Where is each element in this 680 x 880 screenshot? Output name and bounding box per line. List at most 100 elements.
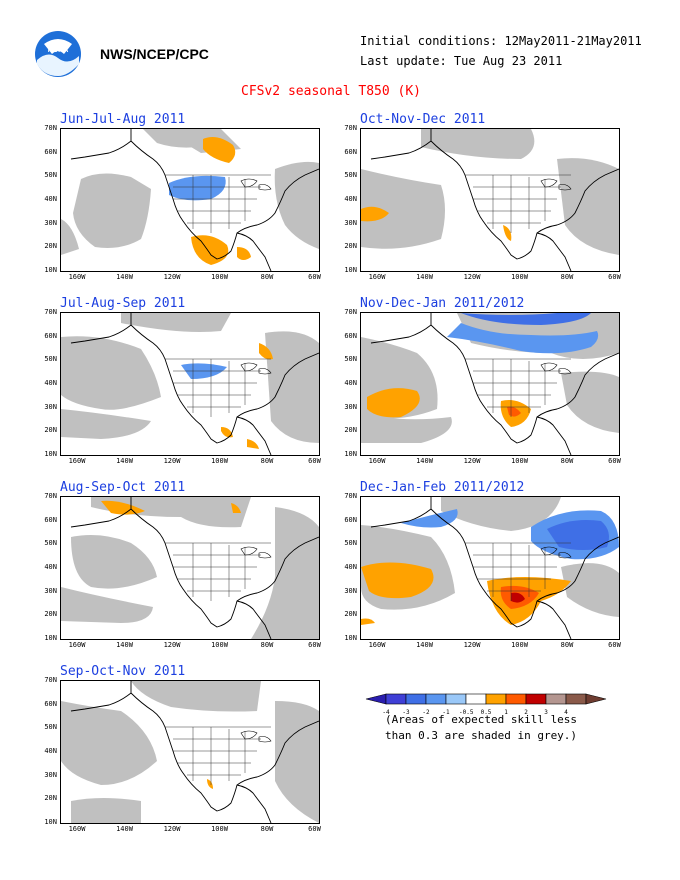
lat-tick-label: 40N [44, 195, 57, 203]
legend-swatch-6 [485, 693, 507, 705]
map-panel-jja [60, 128, 320, 272]
lat-tick-label: 70N [44, 676, 57, 684]
lat-tick-label: 60N [44, 515, 57, 524]
legend-tick-label: 2 [524, 709, 528, 716]
legend-swatch-1 [385, 693, 407, 705]
lat-tick-label: 30N [44, 586, 57, 595]
legend-note-line1: (Areas of expected skill less [385, 713, 578, 726]
lon-tick-label: 160W [68, 641, 86, 649]
legend-swatch-9 [545, 693, 567, 705]
legend-tick-label: -1 [442, 709, 450, 716]
legend-swatch-3 [425, 693, 447, 705]
map-panel-son [60, 680, 320, 824]
lat-tick-label: 60N [44, 331, 57, 340]
state-boundaries [165, 726, 271, 785]
lon-tick-label: 140W [416, 273, 433, 281]
legend-colorbar [365, 693, 607, 705]
low-skill-mask-0 [61, 701, 157, 785]
lon-tick-label: 100W [211, 273, 228, 281]
low-skill-mask-1 [421, 129, 535, 159]
legend-swatch-7 [505, 693, 527, 705]
lat-tick-label: 30N [44, 402, 57, 411]
map-panel-ndj [360, 312, 620, 456]
noaa-logo: NOAA [34, 30, 82, 78]
panel-title-jas: Jul-Aug-Sep 2011 [60, 296, 186, 311]
lat-tick-label: 60N [44, 699, 57, 708]
lon-tick-label: 100W [211, 825, 228, 833]
coastline [370, 129, 619, 271]
lon-tick-label: 80W [260, 825, 274, 833]
lat-tick-label: 40N [344, 379, 357, 387]
map-panel-ond [360, 128, 620, 272]
lat-tick-label: 20N [44, 794, 57, 803]
state-boundaries [465, 358, 571, 417]
panel-title-ndj: Nov-Dec-Jan 2011/2012 [360, 296, 525, 311]
state-boundaries [165, 358, 271, 417]
last-update: Last update: Tue Aug 23 2011 [360, 54, 563, 68]
map-panel-aso [60, 496, 320, 640]
lon-tick-label: 100W [511, 641, 528, 649]
lon-tick-label: 160W [68, 457, 86, 465]
lat-tick-label: 50N [344, 539, 357, 548]
warm-anomaly-7 [191, 235, 229, 265]
lat-tick-label: 40N [44, 379, 57, 387]
lon-tick-label: 100W [211, 457, 228, 465]
lat-tick-label: 10N [344, 266, 357, 274]
map-svg-son [61, 681, 319, 823]
great-lakes [240, 546, 272, 559]
lon-tick-label: 100W [511, 457, 528, 465]
lat-tick-label: 20N [344, 610, 357, 619]
warm-anomaly-6 [361, 562, 434, 599]
lon-tick-label: 100W [511, 273, 528, 281]
legend-tick-label: 4 [564, 709, 568, 716]
initial-conditions: Initial conditions: 12May2011-21May2011 [360, 34, 642, 48]
lon-tick-label: 140W [116, 825, 133, 833]
legend-swatch-4 [445, 693, 467, 705]
lon-tick-label: 120W [463, 641, 481, 649]
lat-tick-label: 60N [344, 515, 357, 524]
lon-tick-label: 60W [308, 457, 321, 465]
lat-tick-label: 30N [344, 586, 357, 595]
low-skill-mask-1 [61, 219, 79, 255]
great-lakes [540, 362, 572, 375]
legend-tick-label: -2 [422, 709, 430, 716]
lon-tick-label: 160W [368, 273, 386, 281]
lon-tick-label: 140W [416, 457, 433, 465]
warm-anomaly-8 [237, 247, 251, 260]
legend-tick-label: -3 [402, 709, 410, 716]
agency-label: NWS/NCEP/CPC [100, 46, 209, 62]
lon-tick-label: 80W [560, 457, 574, 465]
lat-tick-label: 10N [44, 450, 57, 458]
lat-tick-label: 20N [344, 426, 357, 435]
lon-tick-label: 80W [260, 641, 274, 649]
warm-anomaly-8 [507, 406, 521, 417]
map-svg-djf [361, 497, 619, 639]
warm-anomaly-5 [259, 343, 273, 360]
coastline [70, 313, 319, 455]
lon-tick-label: 60W [608, 641, 621, 649]
low-skill-mask-1 [441, 497, 561, 531]
lat-tick-label: 60N [344, 147, 357, 156]
coastline [370, 313, 619, 455]
map-svg-aso [61, 497, 319, 639]
map-panel-jas [60, 312, 320, 456]
low-skill-mask-0 [73, 173, 151, 248]
coastline [70, 497, 319, 639]
lon-tick-label: 160W [68, 273, 86, 281]
coastline [70, 129, 319, 271]
low-skill-mask-2 [561, 563, 619, 617]
lat-tick-label: 50N [44, 355, 57, 364]
great-lakes [240, 178, 272, 191]
low-skill-mask-3 [561, 371, 619, 433]
great-lakes [240, 730, 272, 743]
state-boundaries [465, 542, 571, 601]
low-skill-mask-3 [71, 798, 141, 823]
lat-tick-label: 40N [44, 747, 57, 755]
panel-title-djf: Dec-Jan-Feb 2011/2012 [360, 480, 525, 495]
panel-title-ond: Oct-Nov-Dec 2011 [360, 112, 486, 127]
coastline [70, 681, 319, 823]
lon-tick-label: 120W [163, 457, 181, 465]
color-legend: -4 -3 -2 -1 -0.5 0.5 1 2 3 4 [352, 690, 630, 720]
lat-tick-label: 10N [44, 266, 57, 274]
lat-tick-label: 50N [44, 723, 57, 732]
